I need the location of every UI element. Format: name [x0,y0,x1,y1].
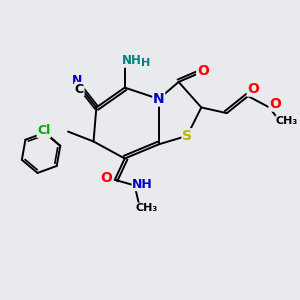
Text: CH₃: CH₃ [276,116,298,126]
Text: CH₃: CH₃ [136,203,158,213]
Text: C: C [75,82,84,95]
Text: O: O [197,64,209,78]
Text: N: N [153,92,165,106]
Text: NH: NH [122,54,142,67]
Text: O: O [247,82,259,96]
Text: O: O [269,97,281,111]
Text: Cl: Cl [37,124,50,137]
Text: H: H [140,58,150,68]
Text: S: S [182,129,192,143]
Text: O: O [100,171,112,185]
Text: NH: NH [132,178,153,190]
Text: N: N [72,74,82,87]
